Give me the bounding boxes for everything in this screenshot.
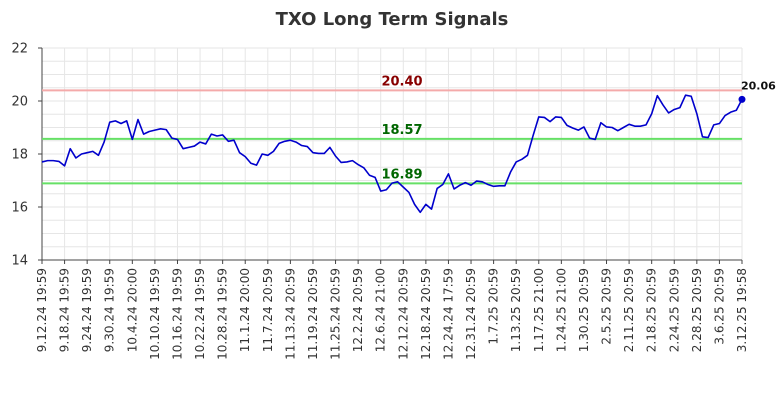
y-tick-label: 16	[11, 201, 28, 216]
x-tick-label: 12.12.24 20:59	[396, 268, 410, 360]
reference-line-label: 18.57	[381, 123, 422, 138]
x-tick-label: 11.19.24 20:59	[306, 268, 320, 360]
x-tick-label: 9.30.24 19:59	[103, 268, 117, 352]
last-value-point	[738, 95, 746, 103]
x-tick-label: 10.22.24 19:59	[193, 268, 207, 360]
x-tick-label: 1.7.25 20:59	[487, 268, 501, 345]
x-tick-label: 11.1.24 20:00	[238, 268, 252, 352]
y-tick-label: 22	[11, 42, 28, 57]
y-tick-label: 18	[11, 148, 28, 163]
x-tick-label: 2.5.25 20:59	[600, 268, 614, 345]
x-tick-label: 11.7.24 20:59	[261, 268, 275, 352]
x-tick-label: 12.6.24 21:00	[374, 268, 388, 352]
x-tick-label: 12.2.24 20:59	[351, 268, 365, 352]
x-tick-label: 1.13.25 20:59	[509, 268, 523, 352]
x-tick-label: 12.18.24 20:59	[419, 268, 433, 360]
y-tick-label: 14	[11, 254, 28, 269]
x-tick-label: 10.4.24 20:00	[125, 268, 139, 352]
x-tick-label: 11.13.24 20:59	[283, 268, 297, 360]
grid	[41, 47, 743, 261]
x-tick-label: 10.28.24 19:59	[216, 268, 230, 360]
y-tick-label: 20	[11, 95, 28, 110]
x-tick-label: 1.30.25 20:59	[577, 268, 591, 352]
x-tick-label: 9.18.24 19:59	[58, 268, 72, 352]
reference-line-label: 20.40	[381, 74, 422, 89]
x-tick-label: 2.28.25 20:59	[690, 268, 704, 352]
last-value-label: 20.06	[741, 79, 776, 92]
x-tick-label: 1.24.25 21:00	[554, 268, 568, 352]
series-layer: 20.06	[41, 79, 776, 214]
x-tick-label: 12.24.24 17:59	[441, 268, 455, 360]
x-tick-label: 3.6.25 20:59	[712, 268, 726, 345]
price-series-line	[41, 94, 743, 214]
x-tick-label: 2.11.25 20:59	[622, 268, 636, 352]
y-axis: 14 16 18 20 22	[11, 42, 42, 269]
x-axis: 9.12.24 19:59 9.18.24 19:59 9.24.24 19:59 9…	[35, 260, 749, 360]
x-tick-label: 2.18.25 20:59	[645, 268, 659, 352]
x-tick-label: 1.17.25 21:00	[532, 268, 546, 352]
reference-line-label: 16.89	[381, 167, 422, 182]
x-tick-label: 2.24.25 20:59	[667, 268, 681, 352]
x-tick-label: 9.12.24 19:59	[35, 268, 49, 352]
chart-title: TXO Long Term Signals	[276, 9, 509, 30]
x-tick-label: 10.16.24 19:59	[170, 268, 184, 360]
x-tick-label: 10.10.24 19:59	[148, 268, 162, 360]
x-tick-label: 12.31.24 20:59	[464, 268, 478, 360]
x-tick-label: 11.25.24 20:59	[329, 268, 343, 360]
x-tick-label: 9.24.24 19:59	[80, 268, 94, 352]
x-tick-label: 3.12.25 19:58	[735, 268, 749, 352]
